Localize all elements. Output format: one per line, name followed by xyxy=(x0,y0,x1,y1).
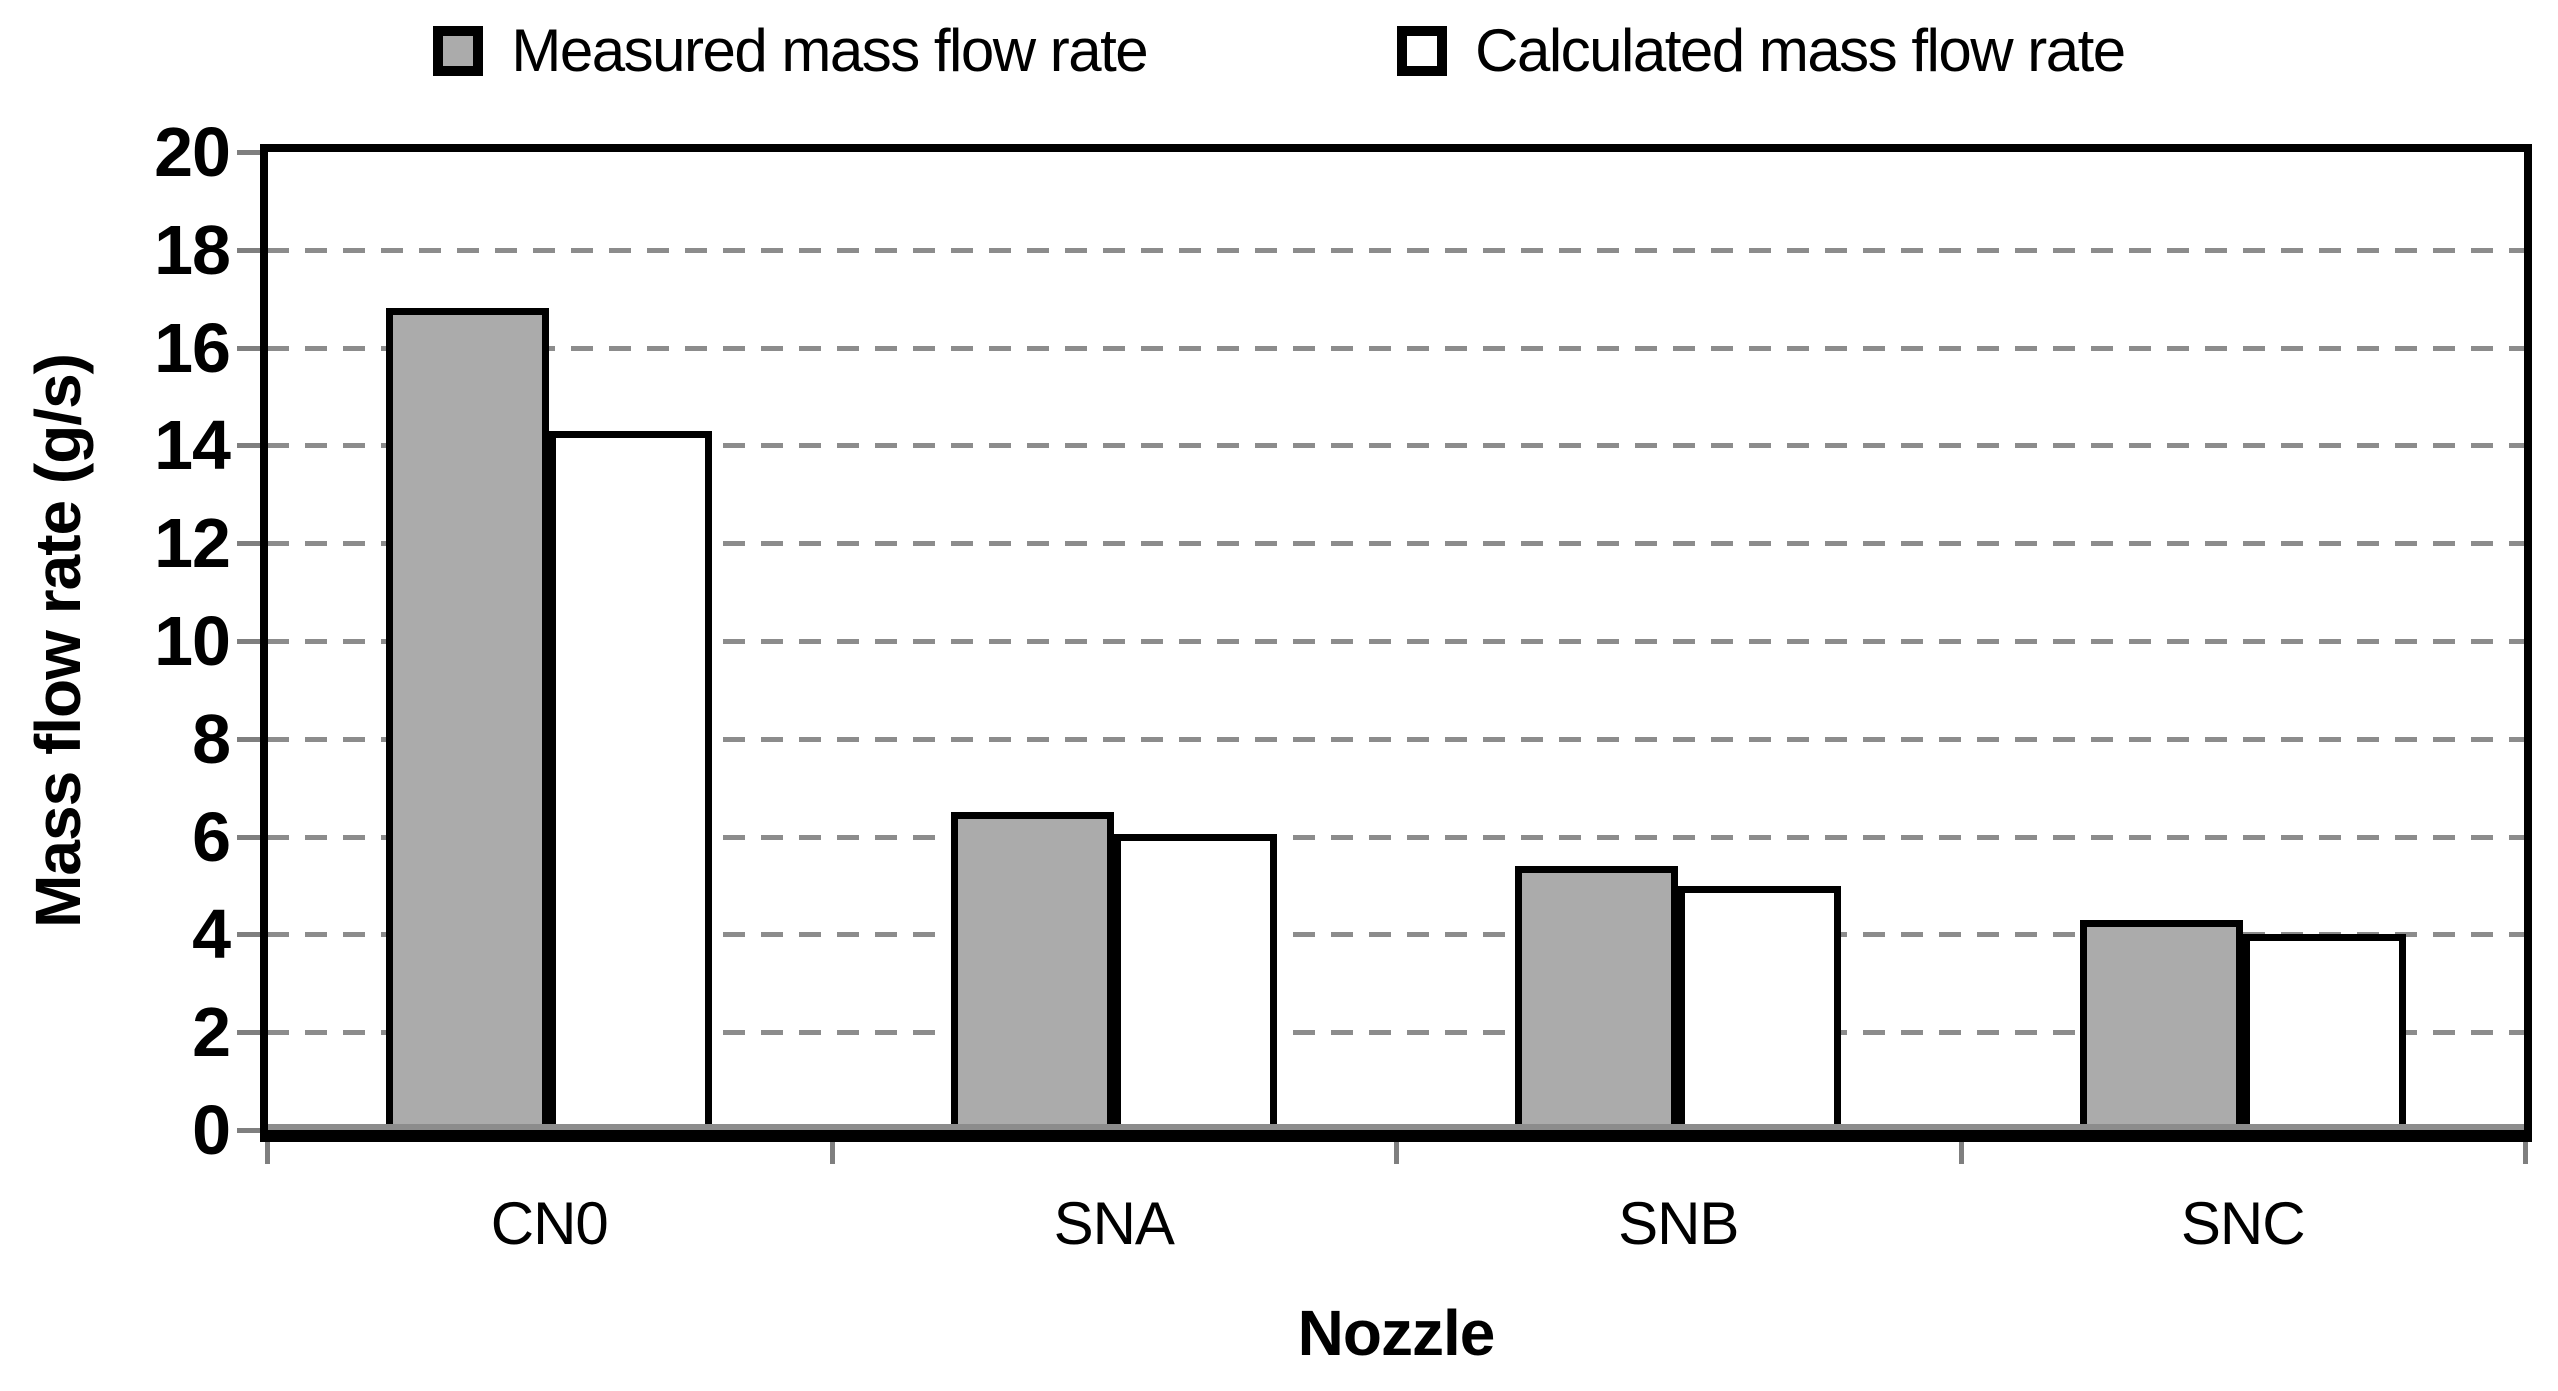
legend-item-calculated: Calculated mass flow rate xyxy=(1397,6,2126,96)
bar-measured-SNB xyxy=(1515,865,1679,1130)
gridline-y-18 xyxy=(267,247,2525,253)
bar-measured-CN0 xyxy=(386,308,550,1130)
legend-swatch-calculated-icon xyxy=(1397,26,1448,76)
x-category-label-SNB: SNB xyxy=(1618,1190,1739,1257)
y-tick-label: 14 xyxy=(154,406,231,485)
category-axis-line xyxy=(267,1124,2525,1130)
y-tick-18 xyxy=(237,247,263,253)
legend-swatch-measured-icon xyxy=(433,26,484,76)
legend-label-calculated: Calculated mass flow rate xyxy=(1475,17,2126,84)
x-category-label-SNC: SNC xyxy=(2180,1190,2306,1257)
y-tick-label: 4 xyxy=(192,895,231,974)
gridline-y-10 xyxy=(267,639,2525,644)
bar-measured-SNA xyxy=(950,812,1114,1130)
legend-item-measured: Measured mass flow rate xyxy=(433,6,1149,96)
y-tick-14 xyxy=(237,443,263,449)
legend: Measured mass flow rate Calculated mass … xyxy=(0,6,2558,96)
y-tick-label: 18 xyxy=(154,210,231,289)
x-category-label-CN0: CN0 xyxy=(490,1190,609,1257)
x-tick-0 xyxy=(265,1130,270,1164)
y-tick-6 xyxy=(237,834,263,840)
y-tick-label: 8 xyxy=(192,699,231,778)
bar-calculated-CN0 xyxy=(549,430,713,1130)
y-tick-label: 6 xyxy=(192,797,231,876)
x-tick-3 xyxy=(1958,1130,1964,1164)
y-tick-label: 16 xyxy=(154,308,231,387)
y-tick-16 xyxy=(237,345,263,351)
legend-label-measured: Measured mass flow rate xyxy=(511,17,1148,84)
bar-measured-SNC xyxy=(2079,919,2243,1130)
y-tick-4 xyxy=(237,932,263,938)
y-tick-20 xyxy=(237,150,263,155)
y-tick-label: 2 xyxy=(192,993,231,1072)
bar-calculated-SNA xyxy=(1113,834,1277,1130)
y-tick-10 xyxy=(237,639,263,644)
y-tick-label: 12 xyxy=(154,504,231,583)
x-tick-4 xyxy=(2523,1130,2528,1164)
gridline-y-16 xyxy=(267,345,2525,351)
x-tick-1 xyxy=(829,1130,835,1164)
y-tick-label: 20 xyxy=(154,113,231,191)
gridline-y-12 xyxy=(267,541,2525,547)
y-tick-0 xyxy=(237,1128,263,1133)
y-tick-label: 10 xyxy=(154,602,231,680)
x-tick-2 xyxy=(1394,1130,1399,1164)
gridline-y-8 xyxy=(267,736,2525,742)
bar-calculated-SNC xyxy=(2242,934,2406,1130)
x-axis-title: Nozzle xyxy=(1297,1297,1496,1369)
y-tick-2 xyxy=(237,1030,263,1036)
gridline-y-2 xyxy=(267,1030,2525,1036)
bar-calculated-SNB xyxy=(1678,885,1842,1130)
gridline-y-6 xyxy=(267,834,2525,840)
y-tick-12 xyxy=(237,541,263,547)
gridline-y-4 xyxy=(267,932,2525,938)
y-tick-label: 0 xyxy=(192,1091,231,1169)
gridline-y-14 xyxy=(267,443,2525,449)
x-category-label-SNA: SNA xyxy=(1053,1190,1175,1257)
y-tick-8 xyxy=(237,736,263,742)
